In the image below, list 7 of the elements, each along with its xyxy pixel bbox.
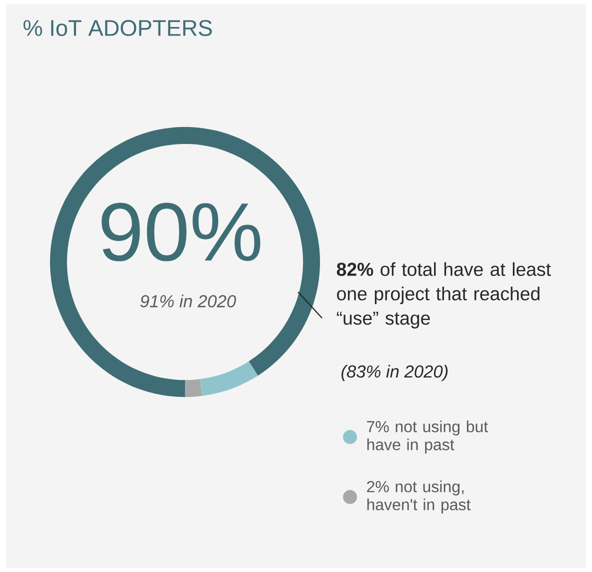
legend-label: 7% not using but have in past bbox=[367, 420, 488, 454]
legend-label: 2% not using, haven't in past bbox=[367, 480, 471, 514]
text: (83% in 2020) bbox=[342, 364, 448, 382]
data-label: 90% bbox=[102, 202, 260, 262]
text: 82% of total have at least one project that reached “use” stage bbox=[336, 262, 551, 328]
text: 91% in 2020 bbox=[140, 294, 236, 308]
chart-title: % IoT ADOPTERS bbox=[24, 20, 212, 36]
